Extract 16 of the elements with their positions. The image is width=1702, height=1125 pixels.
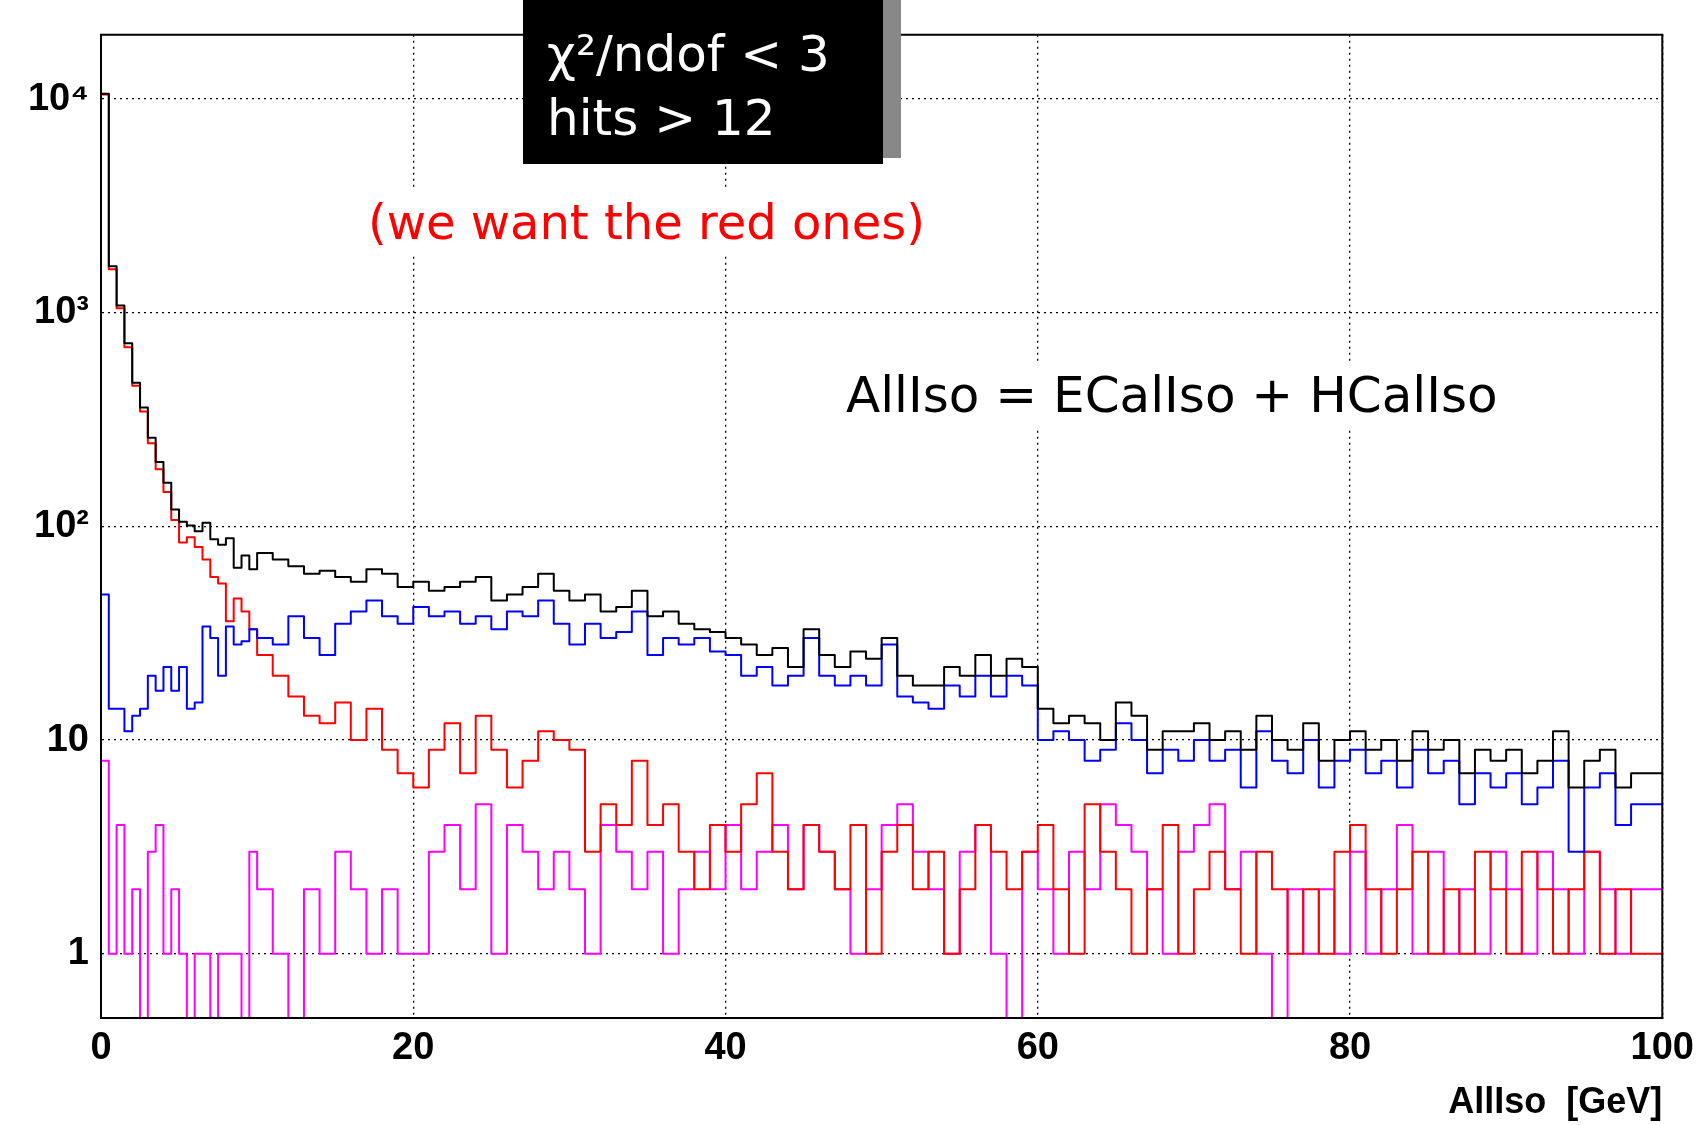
- x-tick-label: 0: [90, 1025, 112, 1068]
- annotation: χ²/ndof < 3: [547, 24, 831, 85]
- y-tick-label: 10⁴: [27, 75, 89, 118]
- x-tick-label: 20: [392, 1025, 435, 1068]
- annotation: (we want the red ones): [362, 190, 931, 254]
- x-tick-label: 100: [1630, 1025, 1694, 1068]
- x-tick-label: 40: [704, 1025, 747, 1068]
- y-tick-label: 10³: [34, 289, 89, 332]
- annotation: hits > 12: [547, 88, 777, 149]
- y-tick-label: 1: [67, 930, 89, 973]
- x-tick-label: 60: [1016, 1025, 1059, 1068]
- y-tick-label: 10: [46, 716, 89, 759]
- x-axis-title: AllIso [GeV]: [1448, 1080, 1663, 1122]
- y-tick-label: 10²: [34, 502, 89, 545]
- annotation: AllIso = ECalIso + HCalIso: [840, 362, 1504, 428]
- x-tick-label: 80: [1328, 1025, 1372, 1068]
